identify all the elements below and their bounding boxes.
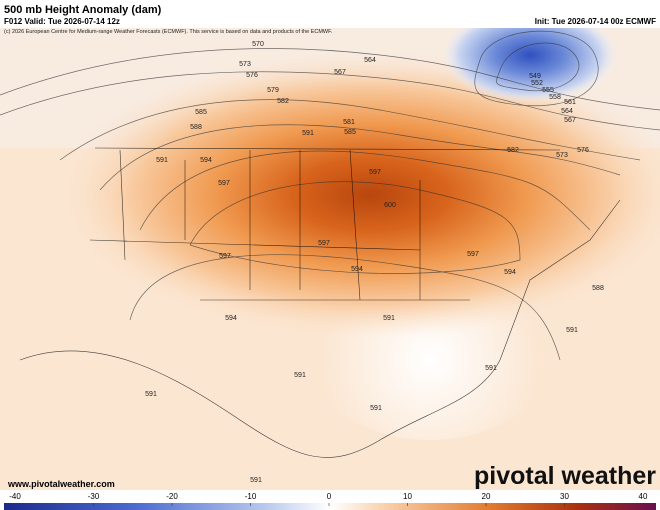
colorbar-tick-label: 20 (482, 492, 491, 501)
contour-label: 591 (156, 157, 168, 164)
contour-label: 570 (252, 41, 264, 48)
contour-label: 591 (383, 315, 395, 322)
contour-label: 591 (294, 372, 306, 379)
colorbar (4, 503, 656, 510)
contour-label: 585 (195, 109, 207, 116)
title: 500 mb Height Anomaly (dam) (4, 4, 162, 16)
contour-label: 591 (250, 477, 262, 484)
contour-label: 576 (246, 72, 258, 79)
contour-label: 567 (564, 117, 576, 124)
contour-label: 597 (218, 180, 230, 187)
contour-label: 555 (542, 87, 554, 94)
contour-label: 597 (467, 251, 479, 258)
contour-label: 549 (529, 73, 541, 80)
contour-label: 576 (577, 147, 589, 154)
contour-label: 597 (219, 253, 231, 260)
contour-label: 582 (507, 147, 519, 154)
contour-label: 591 (370, 405, 382, 412)
logo: pivotal weather (474, 462, 656, 490)
contour-label: 597 (369, 169, 381, 176)
boundaries (19, 147, 621, 458)
contour-label: 582 (277, 98, 289, 105)
contour-label: 581 (343, 119, 355, 126)
contour-label: 594 (351, 266, 363, 273)
contour-label: 588 (592, 285, 604, 292)
init-time: Init: Tue 2026-07-14 00z ECMWF (535, 17, 656, 26)
contour-label: 600 (384, 202, 396, 209)
contour-label: 591 (566, 327, 578, 334)
valid-time: F012 Valid: Tue 2026-07-14 12z (4, 17, 120, 26)
site-url: www.pivotalweather.com (7, 479, 115, 489)
contour-label: 573 (556, 152, 568, 159)
contour-labels: 5705735765645675795825855885915815855495… (145, 41, 604, 484)
contour-label: 564 (561, 108, 573, 115)
contour-label: 594 (200, 157, 212, 164)
credit: (c) 2026 European Centre for Medium-rang… (4, 29, 333, 35)
colorbar-tick-label: 40 (639, 492, 648, 501)
colorbar-ticks: -40 -30 -20 -10 0 10 20 30 40 (9, 492, 648, 506)
contour-label: 585 (344, 129, 356, 136)
contour-label: 591 (302, 130, 314, 137)
colorbar-tick-label: -20 (166, 492, 178, 501)
contour-label: 594 (225, 315, 237, 322)
contour-label: 552 (531, 80, 543, 87)
contour-label: 564 (364, 57, 376, 64)
colorbar-tick-label: -30 (88, 492, 100, 501)
contour-label: 588 (190, 124, 202, 131)
colorbar-tick-label: 30 (560, 492, 569, 501)
contour-label: 579 (267, 87, 279, 94)
contour-label: 597 (318, 240, 330, 247)
contour-label: 594 (504, 269, 516, 276)
contour-label: 591 (145, 391, 157, 398)
contour-label: 573 (239, 61, 251, 68)
contour-label: 567 (334, 69, 346, 76)
contour-label: 591 (485, 365, 497, 372)
colorbar-tick-label: -10 (245, 492, 257, 501)
colorbar-tick-label: 0 (327, 492, 332, 501)
contour-label: 561 (564, 99, 576, 106)
contour-label: 558 (549, 94, 561, 101)
colorbar-tick-label: -40 (9, 492, 21, 501)
contours (0, 30, 660, 361)
colorbar-tick-label: 10 (403, 492, 412, 501)
